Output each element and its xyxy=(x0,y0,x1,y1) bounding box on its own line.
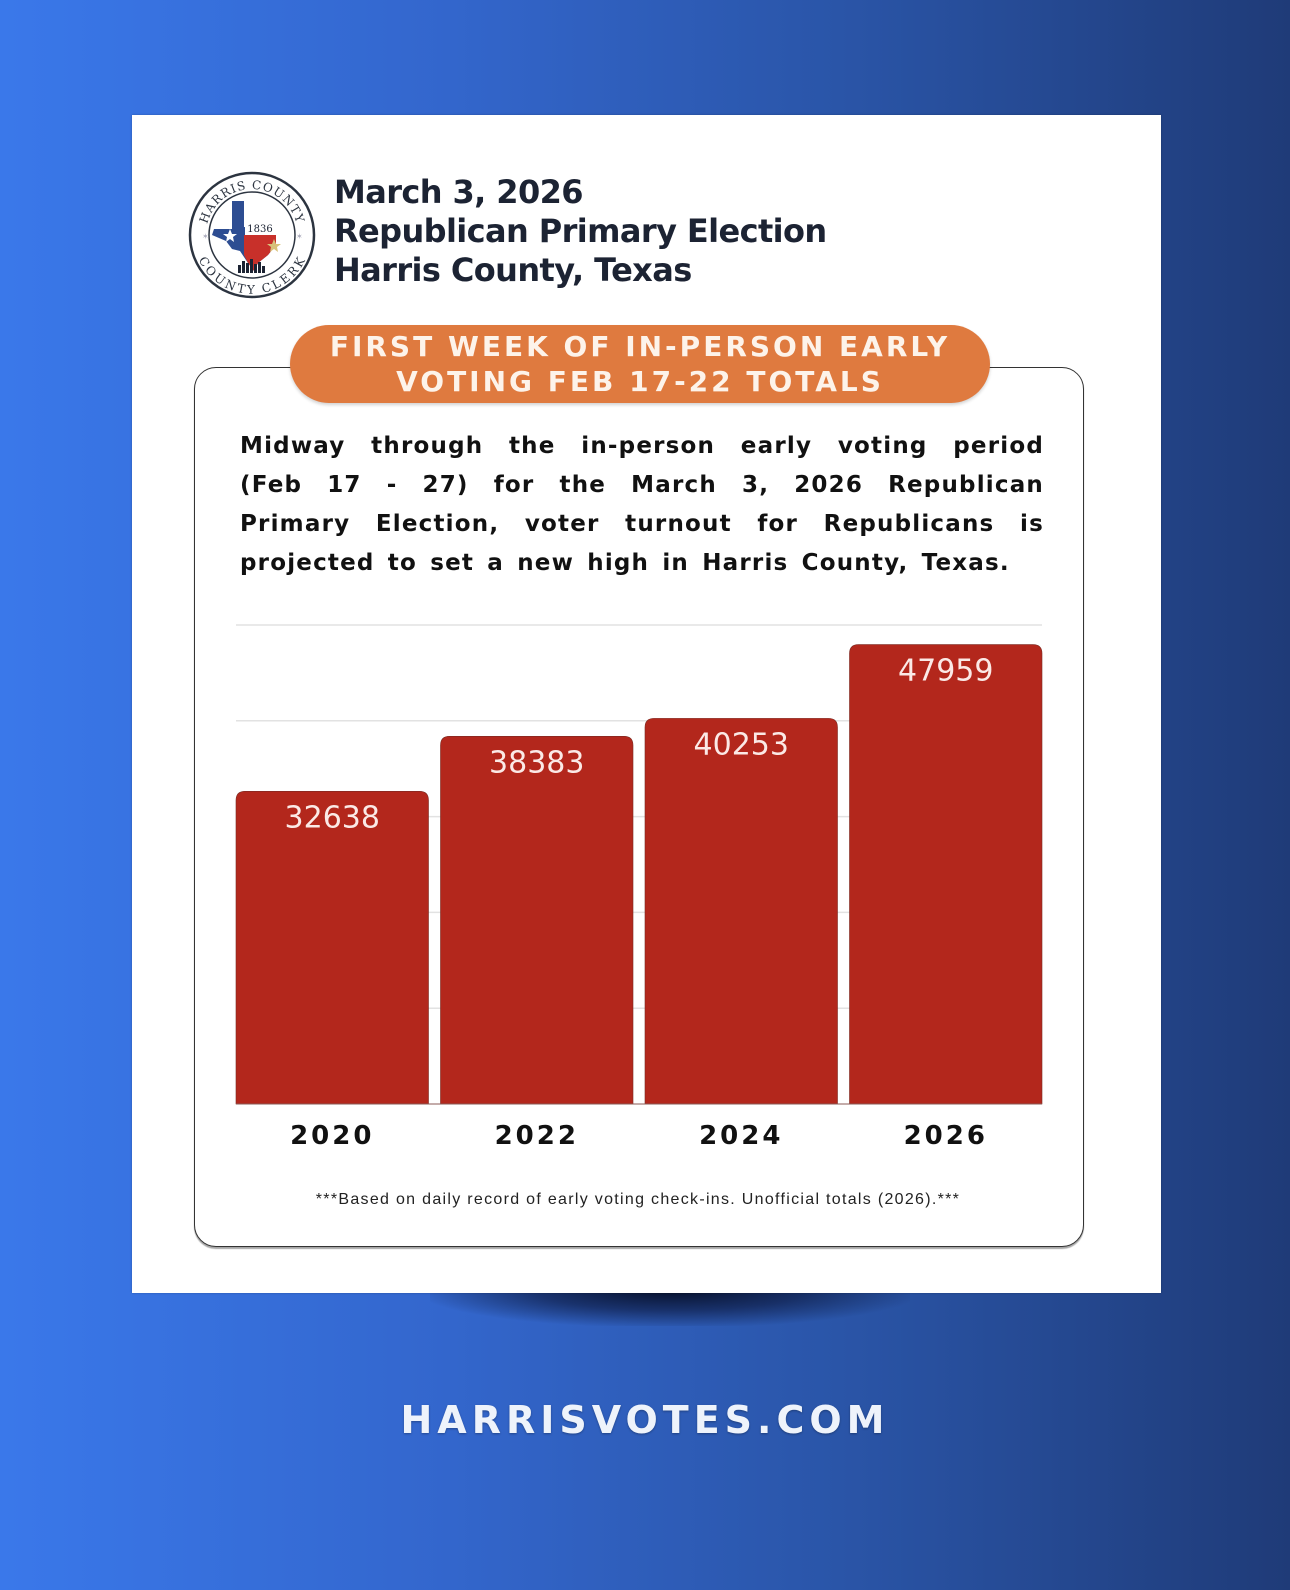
x-tick-label-2024: 2024 xyxy=(699,1121,783,1151)
x-tick-label-2026: 2026 xyxy=(904,1121,988,1151)
bar-2022 xyxy=(440,735,634,1105)
seal-year: 1836 xyxy=(247,224,272,235)
bar-2024 xyxy=(644,718,838,1105)
svg-text:✶: ✶ xyxy=(296,232,303,241)
infographic-card: HARRIS COUNTY COUNTY CLERK 1836 ✶ ✶ Marc… xyxy=(132,115,1161,1293)
title-date: March 3, 2026 xyxy=(334,173,584,211)
section-banner: FIRST WEEK OF IN-PERSON EARLY VOTING FEB… xyxy=(290,325,990,403)
data-label-2024: 40253 xyxy=(694,727,789,762)
page-title: March 3, 2026 Republican Primary Electio… xyxy=(334,173,827,290)
x-tick-label-2020: 2020 xyxy=(290,1121,374,1151)
x-tick-label-2022: 2022 xyxy=(495,1121,579,1151)
bar-chart: 32638 2020 38383 2022 40253 2024 47959 2026 xyxy=(235,624,1043,1151)
svg-text:✶: ✶ xyxy=(202,232,209,241)
data-label-2020: 32638 xyxy=(285,800,380,835)
banner-line-1: FIRST WEEK OF IN-PERSON EARLY xyxy=(329,330,951,363)
website-link[interactable]: HARRISVOTES.COM xyxy=(400,1398,890,1442)
title-location: Harris County, Texas xyxy=(334,251,692,289)
title-election: Republican Primary Election xyxy=(334,212,827,250)
intro-paragraph: Midway through the in-person early votin… xyxy=(240,433,1044,576)
banner-line-2: VOTING FEB 17-22 TOTALS xyxy=(396,365,884,398)
data-label-2026: 47959 xyxy=(898,654,993,689)
card-shadow xyxy=(430,1290,910,1326)
data-label-2022: 38383 xyxy=(489,745,584,780)
bar-2020 xyxy=(235,791,429,1105)
footnote: ***Based on daily record of early voting… xyxy=(315,1191,961,1208)
bar-2026 xyxy=(849,644,1043,1105)
harris-county-clerk-seal-icon: HARRIS COUNTY COUNTY CLERK 1836 ✶ ✶ xyxy=(188,171,316,299)
